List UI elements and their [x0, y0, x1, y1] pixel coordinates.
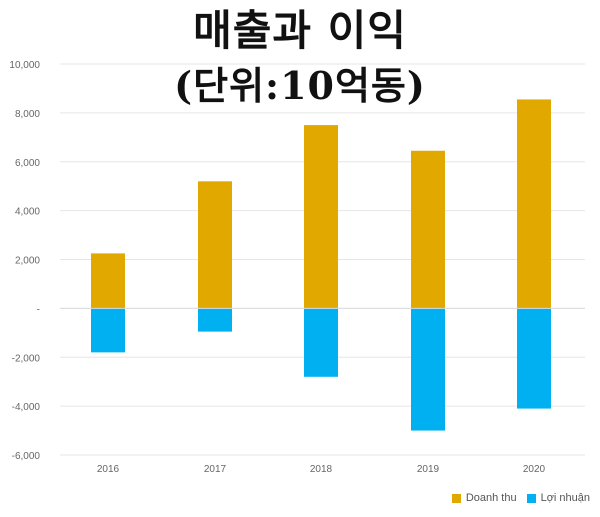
bar-revenue — [304, 125, 338, 309]
legend-swatch-profit — [526, 493, 536, 503]
y-tick-label: - — [37, 304, 40, 315]
legend-label-profit: Lợi nhuận — [540, 492, 590, 504]
legend-swatch-revenue — [451, 493, 461, 503]
x-tick-label: 2020 — [523, 464, 546, 475]
bar-revenue — [198, 181, 232, 309]
x-tick-label: 2017 — [204, 464, 227, 475]
bar-profit — [304, 308, 338, 377]
bar-revenue — [517, 99, 551, 309]
y-tick-label: 8,000 — [15, 109, 40, 120]
bar-profit — [411, 308, 445, 431]
x-tick-label: 2016 — [97, 464, 120, 475]
bar-profit — [91, 308, 125, 353]
y-tick-label: -6,000 — [12, 451, 41, 462]
y-tick-label: 4,000 — [15, 207, 40, 218]
y-tick-label: -4,000 — [12, 402, 41, 413]
x-tick-label: 2019 — [417, 464, 440, 475]
legend-label-revenue: Doanh thu — [465, 492, 517, 504]
bar-revenue — [91, 253, 125, 309]
y-tick-label: 6,000 — [15, 158, 40, 169]
legend-item-profit: Lợi nhuận — [526, 492, 590, 504]
bar-profit — [517, 308, 551, 409]
legend-item-revenue: Doanh thu — [451, 492, 517, 504]
y-tick-label: 2,000 — [15, 256, 40, 267]
bar-profit — [198, 308, 232, 332]
chart-legend: Doanh thu Lợi nhuận — [451, 492, 590, 504]
chart-title-line-1: 매출과 이익 — [193, 6, 407, 55]
y-tick-label: 10,000 — [9, 60, 40, 71]
bar-revenue — [411, 150, 445, 309]
y-tick-label: -2,000 — [12, 353, 41, 364]
chart-title-line-2: (단위:10억동) — [174, 63, 426, 108]
x-tick-label: 2018 — [310, 464, 333, 475]
